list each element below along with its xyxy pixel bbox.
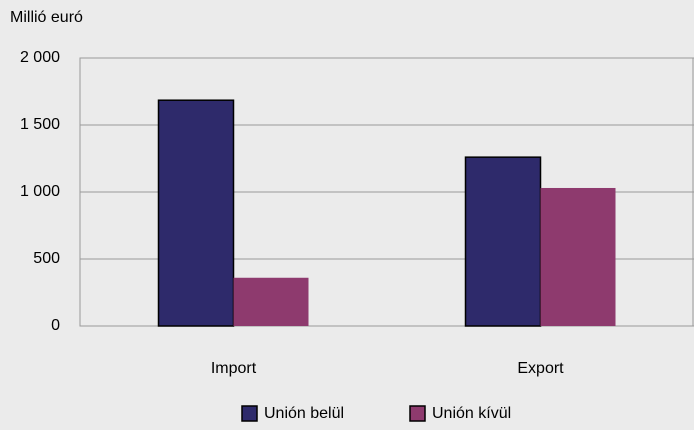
x-tick-label: Export xyxy=(517,360,564,377)
y-tick-label: 0 xyxy=(51,317,60,334)
legend-swatch xyxy=(241,405,258,422)
bar xyxy=(540,187,616,326)
legend-label: Unión kívül xyxy=(432,405,511,422)
bar xyxy=(464,156,542,327)
bar xyxy=(233,277,309,326)
y-tick-label: 1 500 xyxy=(20,116,60,133)
y-axis-label: Millió euró xyxy=(10,9,83,26)
plot-frame xyxy=(79,57,694,327)
y-tick-label: 2 000 xyxy=(20,49,60,66)
y-tick-label: 500 xyxy=(33,250,60,267)
bar xyxy=(157,99,235,327)
legend-label: Unión belül xyxy=(264,405,344,422)
y-tick-label: 1 000 xyxy=(20,183,60,200)
legend-swatch xyxy=(409,405,426,422)
x-tick-label: Import xyxy=(211,360,257,377)
